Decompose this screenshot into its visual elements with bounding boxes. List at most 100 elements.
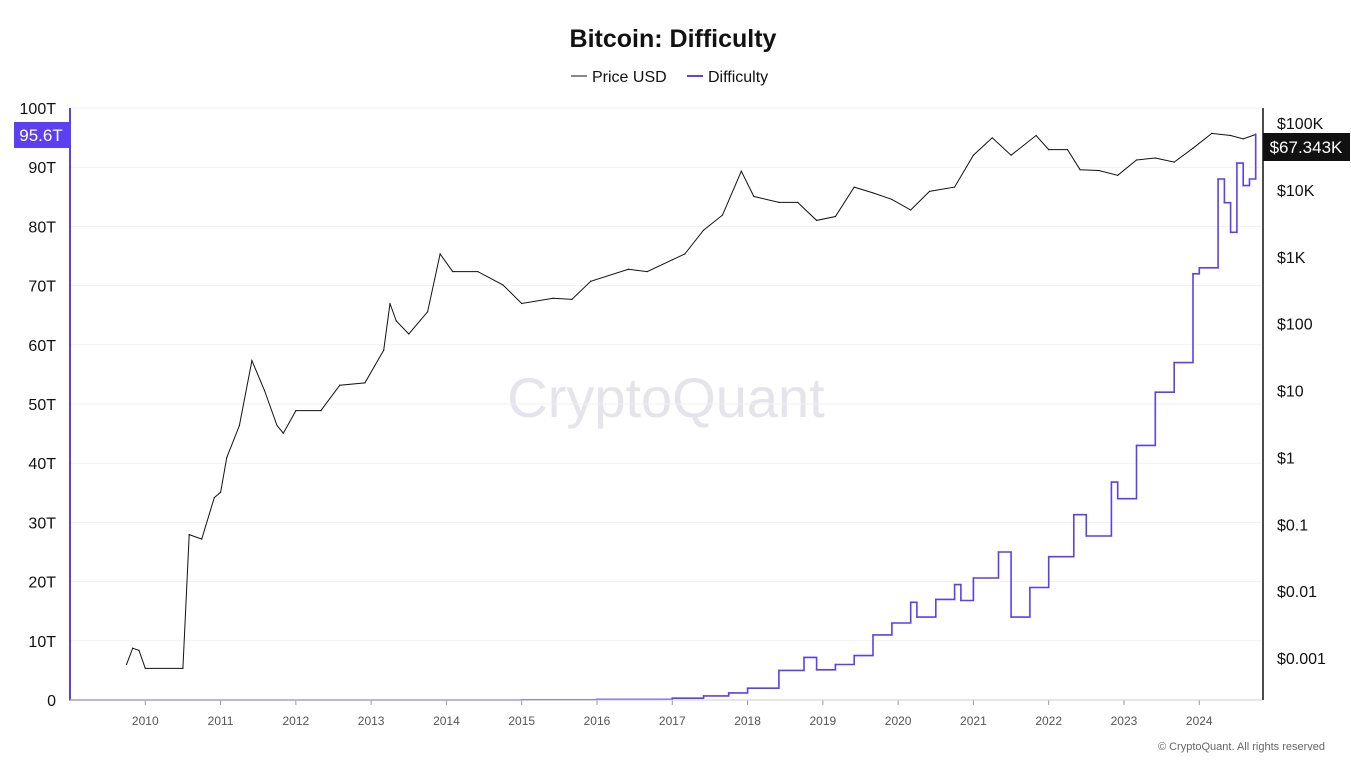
difficulty-point — [872, 634, 874, 636]
price-usd-point — [1079, 169, 1081, 171]
right-axis-tick-label: $0.001 — [1277, 651, 1326, 668]
price-usd-point — [891, 198, 893, 201]
price-usd-point — [521, 302, 523, 305]
price-usd-point — [972, 154, 975, 156]
price-usd-point — [740, 170, 742, 172]
price-usd-point — [364, 382, 366, 384]
right-axis-tick-label: $100K — [1277, 116, 1324, 133]
x-axis-tick-label: 2017 — [659, 714, 686, 728]
difficulty-point — [1192, 272, 1194, 275]
price-usd-point — [238, 424, 240, 427]
difficulty-point — [909, 601, 912, 604]
left-axis-tick-label: 90T — [28, 160, 56, 177]
copyright-footer: © CryptoQuant. All rights reserved — [1158, 741, 1325, 753]
difficulty-point — [746, 687, 749, 689]
right-axis-tick-label: $1 — [1277, 450, 1295, 467]
difficulty-line — [70, 134, 1257, 701]
right-axis-tick-label: $0.01 — [1277, 584, 1317, 601]
difficulty-point — [1248, 178, 1251, 180]
price-usd-point — [910, 209, 912, 211]
x-axis-tick-label: 2011 — [208, 714, 234, 728]
price-usd-point — [226, 456, 228, 458]
x-axis-tick-label: 2016 — [584, 714, 611, 728]
left-axis-tick-label: 50T — [28, 397, 56, 414]
price-usd-point — [953, 186, 956, 188]
difficulty-point — [953, 583, 956, 586]
price-usd-point — [502, 284, 504, 286]
right-current-value: $67.343K — [1270, 138, 1343, 157]
difficulty-point — [1072, 513, 1075, 516]
price-usd-point — [1154, 157, 1156, 159]
difficulty-point — [702, 695, 705, 697]
x-axis-tick-label: 2015 — [508, 714, 535, 728]
left-current-badge: 95.6T — [14, 122, 69, 148]
legend-label-difficulty[interactable]: Difficulty — [708, 69, 768, 86]
left-axis-tick-label: 30T — [28, 515, 56, 532]
price-usd-point — [1230, 134, 1232, 137]
price-usd-point — [452, 270, 454, 273]
x-axis-tick-label: 2020 — [885, 714, 912, 728]
x-axis-tick-label: 2024 — [1186, 714, 1213, 728]
difficulty-point — [1217, 178, 1219, 180]
watermark: CryptoQuant — [507, 366, 825, 429]
price-usd-point — [1242, 138, 1244, 140]
price-usd-point — [853, 186, 855, 188]
right-axis-tick-label: $10 — [1277, 384, 1304, 401]
price-usd-point — [320, 410, 322, 412]
x-axis-tick-label: 2012 — [283, 714, 310, 728]
legend: Price USD Difficulty — [571, 69, 768, 86]
difficulty-point — [1254, 133, 1257, 135]
left-axis-tick-label: 40T — [28, 456, 56, 473]
difficulty-point — [803, 656, 805, 659]
price-usd-point — [389, 302, 391, 305]
price-usd-point — [684, 253, 686, 255]
x-axis-tick-label: 2018 — [734, 714, 761, 728]
price-usd-point — [276, 424, 278, 427]
price-usd-point — [552, 297, 554, 299]
difficulty-point — [1173, 361, 1175, 364]
x-axis-tick-label: 2023 — [1111, 714, 1138, 728]
difficulty-point — [778, 669, 780, 672]
grid — [70, 107, 1262, 642]
difficulty-point — [1047, 555, 1050, 558]
right-axis-tick-label: $0.1 — [1277, 517, 1308, 534]
left-axis-tick-label: 70T — [28, 279, 56, 296]
price-usd-point — [797, 201, 799, 203]
price-usd-point — [834, 215, 836, 218]
price-usd-point — [1211, 132, 1213, 134]
price-usd-point — [671, 259, 673, 261]
price-usd-point — [721, 214, 724, 216]
chart-title: Bitcoin: Difficulty — [570, 25, 777, 53]
legend-label-price[interactable]: Price USD — [592, 69, 667, 86]
difficulty-point — [1010, 616, 1012, 618]
price-usd-point — [991, 137, 993, 139]
price-usd-point — [395, 320, 397, 322]
price-usd-point — [383, 349, 385, 351]
x-axis-tick-label: 2013 — [358, 714, 385, 728]
right-axis-tick-label: $100 — [1277, 317, 1313, 334]
price-usd-point — [1010, 154, 1012, 156]
price-usd-point — [219, 491, 222, 493]
difficulty-point — [1198, 267, 1201, 269]
difficulty-point — [1154, 391, 1157, 393]
difficulty-point — [727, 692, 730, 694]
price-usd-point — [1048, 149, 1050, 151]
price-usd-point — [188, 534, 190, 536]
difficulty-point — [997, 551, 1000, 553]
price-usd-point — [477, 270, 479, 273]
price-usd-point — [427, 311, 429, 313]
right-current-badge: $67.343K — [1263, 133, 1350, 161]
price-usd-point — [295, 410, 297, 412]
price-usd-point — [872, 192, 874, 194]
difficulty-point — [1236, 162, 1238, 164]
price-usd-point — [144, 667, 146, 669]
price-usd-point — [590, 280, 592, 282]
price-usd-point — [263, 389, 266, 392]
difficulty-point — [916, 616, 918, 618]
difficulty-point — [1135, 444, 1138, 447]
x-axis-tick-label: 2019 — [809, 714, 836, 728]
left-axis-tick-label: 80T — [28, 219, 56, 236]
price-usd-point — [778, 201, 780, 203]
price-usd-point — [182, 667, 184, 669]
